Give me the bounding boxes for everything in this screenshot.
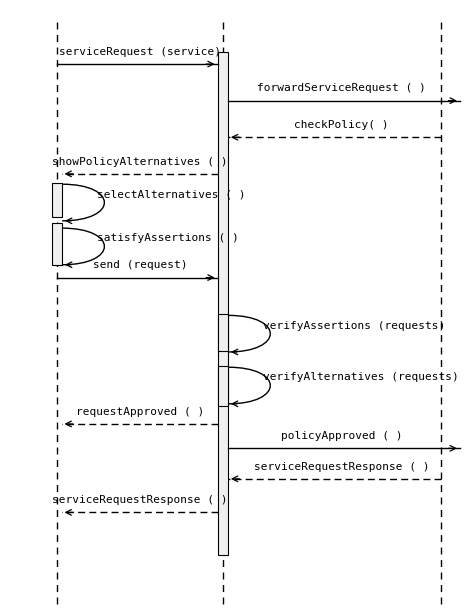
Bar	[52, 183, 62, 217]
Bar	[218, 52, 228, 555]
Text: verifyAssertions (requests): verifyAssertions (requests)	[263, 321, 445, 331]
Text: selectAlternatives ( ): selectAlternatives ( )	[97, 190, 246, 199]
Text: satisfyAssertions ( ): satisfyAssertions ( )	[97, 234, 239, 243]
Text: policyApproved ( ): policyApproved ( )	[281, 431, 402, 441]
Text: serviceRequestResponse ( ): serviceRequestResponse ( )	[254, 462, 429, 472]
Text: serviceRequestResponse ( ): serviceRequestResponse ( )	[52, 495, 228, 505]
Bar	[52, 223, 62, 265]
Text: forwardServiceRequest ( ): forwardServiceRequest ( )	[257, 84, 426, 93]
Text: send (request): send (request)	[92, 260, 187, 270]
Text: checkPolicy( ): checkPolicy( )	[294, 120, 389, 130]
Text: serviceRequest (service): serviceRequest (service)	[59, 47, 221, 57]
Text: verifyAlternatives (requests): verifyAlternatives (requests)	[263, 373, 459, 382]
Bar	[218, 366, 228, 406]
Text: showPolicyAlternatives ( ): showPolicyAlternatives ( )	[52, 157, 228, 167]
Bar	[218, 314, 228, 351]
Text: requestApproved ( ): requestApproved ( )	[76, 407, 204, 417]
